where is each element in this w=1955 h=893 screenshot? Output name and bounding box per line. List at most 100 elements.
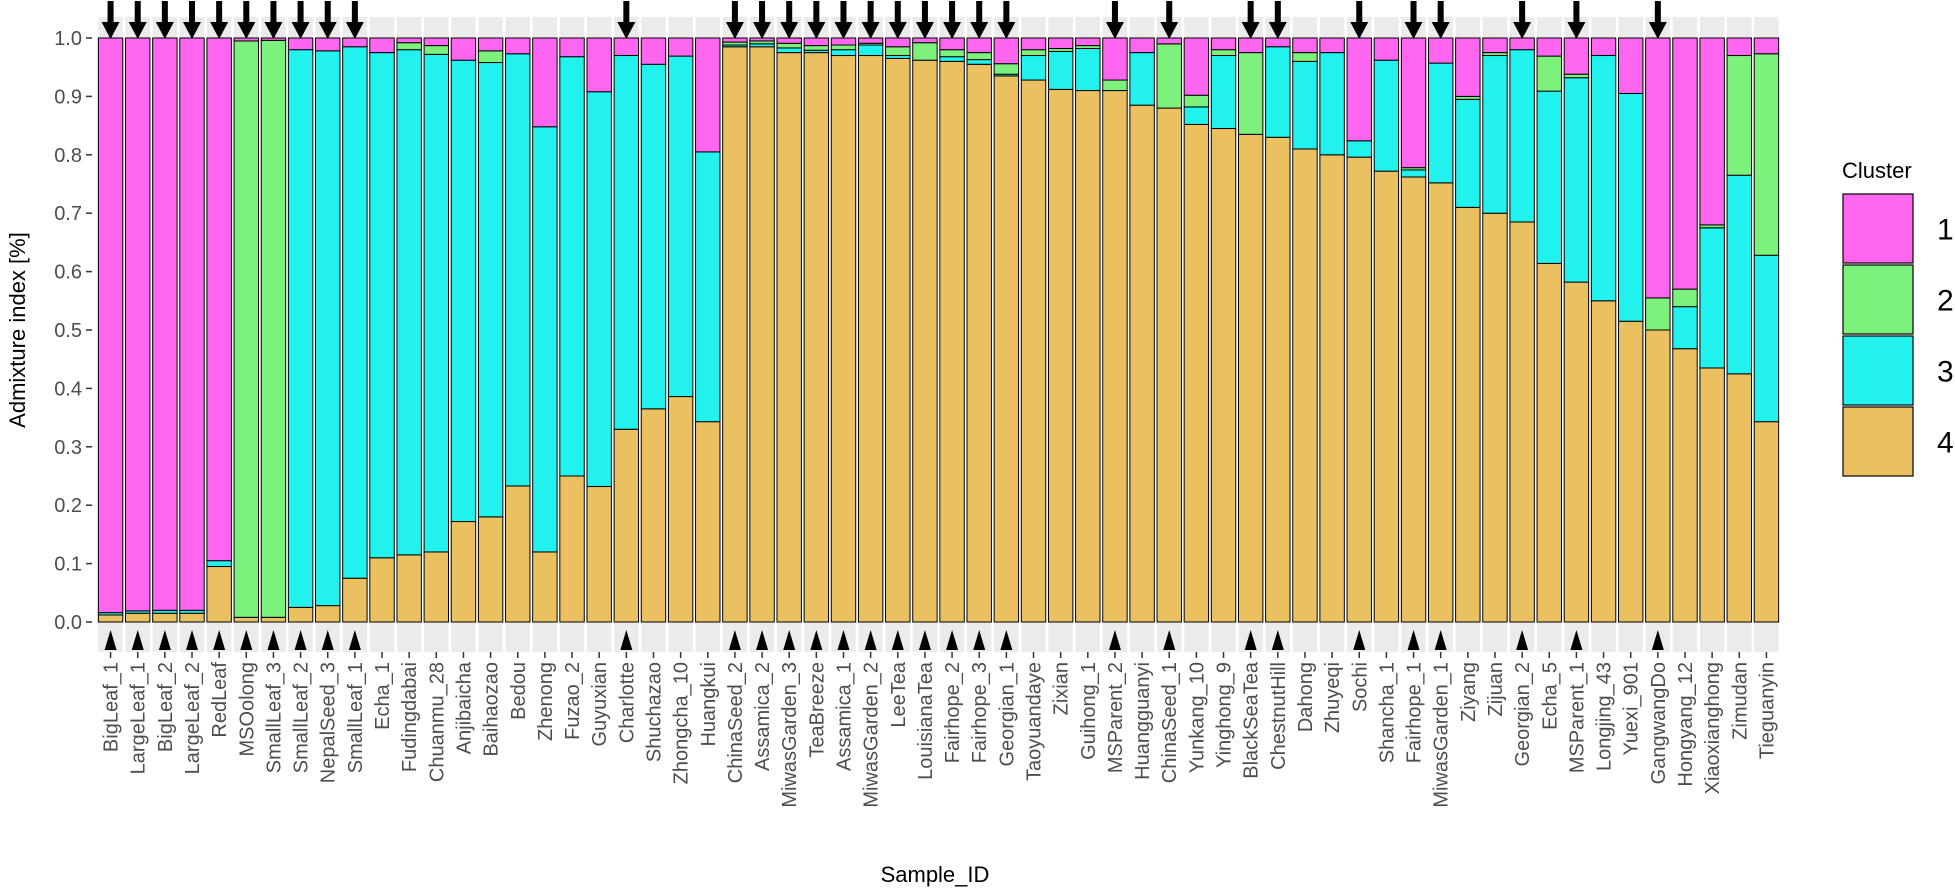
bar-segment-cluster-1 (1427, 37, 1454, 64)
bar-stack (423, 37, 450, 623)
down-arrow-icon (780, 1, 799, 39)
top-strip-cell (586, 17, 612, 38)
up-arrowhead-icon (158, 630, 171, 650)
bar-stack (1319, 37, 1345, 623)
bar-segment-cluster-3 (1699, 227, 1725, 369)
x-tick-label: Zhuyeqi (1322, 662, 1344, 733)
bar-segment-cluster-3 (423, 53, 450, 553)
bar-segment-cluster-4 (1536, 262, 1562, 623)
bar-stack (857, 37, 884, 623)
bar-segment-cluster-3 (1346, 140, 1372, 158)
bar-segment-cluster-3 (640, 63, 667, 410)
bar-stack (1210, 37, 1237, 623)
bar-segment-cluster-1 (1400, 37, 1427, 169)
x-tick-label: GangwangDo (1648, 662, 1670, 784)
bar-segment-cluster-2 (1156, 43, 1182, 109)
bar-segment-cluster-1 (1563, 37, 1590, 75)
bar-stack (830, 37, 857, 623)
top-strip-cell (505, 17, 530, 38)
bar-segment-cluster-4 (1265, 136, 1291, 623)
bar-stack (1617, 37, 1644, 623)
x-tick-label: Huangkui (698, 662, 720, 747)
legend-label: 4 (1937, 427, 1954, 460)
bottom-strip-cell (1591, 622, 1616, 652)
bar-stack (1075, 37, 1101, 623)
bar-segment-cluster-1 (1156, 37, 1182, 45)
bar-segment-cluster-3 (477, 62, 504, 518)
bar-segment-cluster-4 (695, 421, 721, 623)
bar-stack (342, 37, 368, 623)
bar-segment-cluster-2 (939, 49, 965, 58)
top-strip-cell (1537, 17, 1562, 38)
down-arrow-icon (237, 1, 256, 39)
x-tick-label: BigLeaf_2 (155, 662, 177, 752)
bar-segment-cluster-1 (450, 37, 477, 61)
x-tick-label: BlackSeaTea (1241, 661, 1263, 779)
bar-segment-cluster-4 (586, 486, 612, 623)
bar-segment-cluster-4 (667, 396, 694, 623)
bar-segment-cluster-1 (97, 37, 124, 614)
x-tick-label: ChinaSeed_1 (1159, 662, 1181, 783)
x-tick-label: Fairhope_1 (1404, 662, 1426, 763)
bar-segment-cluster-1 (1726, 37, 1752, 57)
top-strip-cell (1211, 17, 1236, 38)
bar-segment-cluster-4 (1482, 212, 1508, 623)
bar-segment-cluster-3 (830, 49, 857, 57)
bar-stack (287, 37, 314, 623)
bar-stack (97, 37, 124, 623)
bar-segment-cluster-1 (966, 37, 992, 54)
top-strip-cell (1292, 17, 1318, 38)
x-tick-label: Fuzao_2 (562, 662, 584, 740)
down-arrow-icon (1431, 1, 1450, 39)
legend: Cluster 1 2 3 4 (1842, 158, 1954, 477)
bar-segment-cluster-2 (1020, 49, 1047, 57)
bar-segment-cluster-4 (1753, 421, 1780, 623)
bar-segment-cluster-1 (1346, 37, 1372, 142)
top-strip-cell (1727, 17, 1752, 38)
up-arrowhead-icon (1163, 630, 1176, 650)
bar-segment-cluster-4 (776, 52, 802, 623)
bar-segment-cluster-4 (966, 63, 992, 623)
up-arrowhead-icon (348, 630, 361, 650)
bottom-strip-cell (478, 622, 503, 652)
bar-stack (1726, 37, 1752, 623)
top-strip-cell (396, 17, 422, 38)
x-tick-label: Anjibaicha (453, 661, 475, 754)
y-tick-label: 0.3 (54, 437, 82, 459)
bar-stack (1536, 37, 1562, 623)
up-arrowhead-icon (131, 630, 144, 650)
bar-segment-cluster-4 (125, 612, 151, 623)
bar-stack (1346, 37, 1372, 623)
bar-segment-cluster-3 (369, 52, 395, 559)
bar-segment-cluster-4 (1509, 221, 1535, 623)
x-tick-label: Shancha_1 (1376, 662, 1398, 763)
x-tick-label: SmallLeaf_1 (345, 662, 367, 773)
bar-segment-cluster-3 (1536, 90, 1562, 264)
bar-stack (885, 37, 911, 623)
bar-segment-cluster-1 (1237, 37, 1264, 54)
bar-stack (939, 37, 965, 623)
bar-segment-cluster-4 (1237, 133, 1264, 623)
bar-segment-cluster-1 (1672, 37, 1698, 290)
up-arrowhead-icon (213, 630, 226, 650)
down-arrow-icon (1268, 1, 1287, 39)
x-tick-label: Tieguanyin (1756, 662, 1778, 759)
up-arrowhead-icon (728, 630, 741, 650)
down-arrow-icon (861, 1, 880, 39)
bottom-strip-cell (1129, 622, 1155, 652)
bar-segment-cluster-1 (667, 37, 694, 57)
bar-segment-cluster-3 (586, 91, 612, 488)
x-tick-label: Echa_5 (1539, 662, 1561, 730)
bar-segment-cluster-2 (1183, 94, 1210, 108)
bar-stack (396, 37, 422, 623)
down-arrow-icon (753, 1, 772, 39)
bar-segment-cluster-4 (1156, 107, 1182, 623)
bar-stack (315, 37, 341, 623)
bar-segment-cluster-4 (260, 616, 287, 623)
bar-segment-cluster-4 (1075, 90, 1101, 623)
bar-segment-cluster-4 (396, 554, 422, 623)
bottom-strip-cell (1075, 622, 1101, 652)
bottom-strip-cell (1048, 622, 1073, 652)
x-tick-label: Zijuan (1485, 662, 1507, 716)
x-tick-label: Assamica_1 (833, 662, 855, 771)
